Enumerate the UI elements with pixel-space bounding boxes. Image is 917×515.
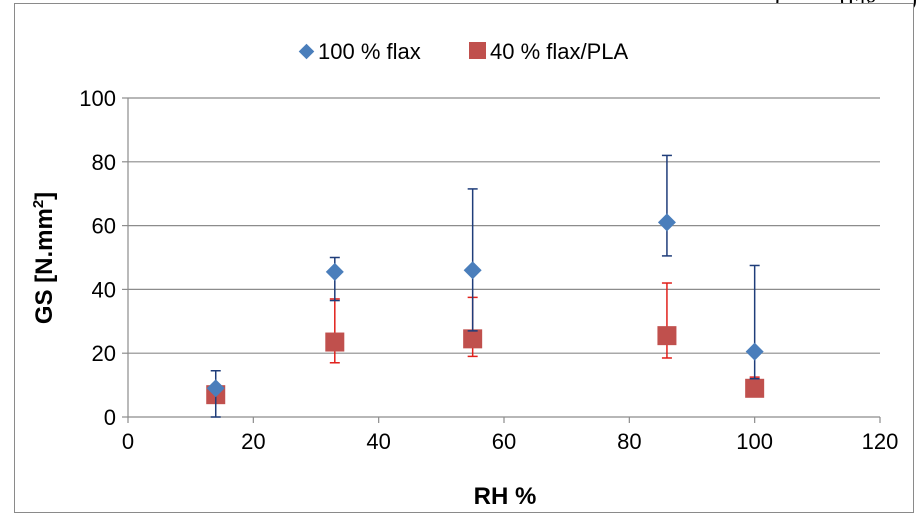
- chart-frame: [14, 3, 914, 513]
- x-axis-title: RH %: [474, 483, 537, 510]
- legend-label-40-flax-pla: 40 % flax/PLA: [490, 39, 629, 64]
- point-40-flax-pla-3: [657, 326, 677, 346]
- series-100-flax: [206, 154, 764, 418]
- y-tick-label-80: 80: [92, 150, 116, 175]
- x-tick-label-120: 120: [862, 429, 899, 454]
- grid-lines: [128, 97, 880, 354]
- x-tick-label-60: 60: [492, 429, 516, 454]
- legend-marker-100-flax: [298, 43, 315, 60]
- x-tick-label-40: 40: [366, 429, 390, 454]
- axes: [122, 97, 881, 423]
- legend-label-100-flax: 100 % flax: [318, 39, 421, 64]
- x-tick-label-0: 0: [122, 429, 134, 454]
- point-100-flax-1: [325, 262, 344, 281]
- y-axis-title-main: GS [N.mm: [31, 208, 58, 324]
- y-tick-labels: 0 20 40 60 80 100: [79, 86, 116, 430]
- point-100-flax-3: [657, 213, 676, 232]
- point-40-flax-pla-1: [325, 332, 345, 352]
- legend-marker-40-flax-pla: [469, 42, 486, 59]
- point-40-flax-pla-2: [463, 329, 483, 349]
- legend: 100 % flax 40 % flax/PLA: [298, 39, 629, 64]
- y-axis-title-superscript: 2: [30, 200, 47, 208]
- x-tick-label-80: 80: [617, 429, 641, 454]
- y-tick-label-60: 60: [92, 214, 116, 239]
- y-tick-label-20: 20: [92, 341, 116, 366]
- x-tick-label-100: 100: [736, 429, 773, 454]
- x-tick-labels: 0 20 40 60 80 100 120: [122, 429, 898, 454]
- y-axis-title: GS [N.mm2]: [30, 192, 58, 324]
- point-100-flax-2: [463, 261, 482, 280]
- y-tick-label-0: 0: [104, 405, 116, 430]
- y-axis-title-close: ]: [31, 192, 58, 200]
- y-tick-label-40: 40: [92, 277, 116, 302]
- point-100-flax-0: [206, 379, 225, 398]
- point-40-flax-pla-4: [745, 378, 765, 398]
- point-100-flax-4: [745, 342, 764, 361]
- x-tick-label-20: 20: [241, 429, 265, 454]
- series-40-flax-pla: [206, 282, 765, 405]
- y-tick-label-100: 100: [79, 86, 116, 111]
- data-series: [206, 154, 765, 418]
